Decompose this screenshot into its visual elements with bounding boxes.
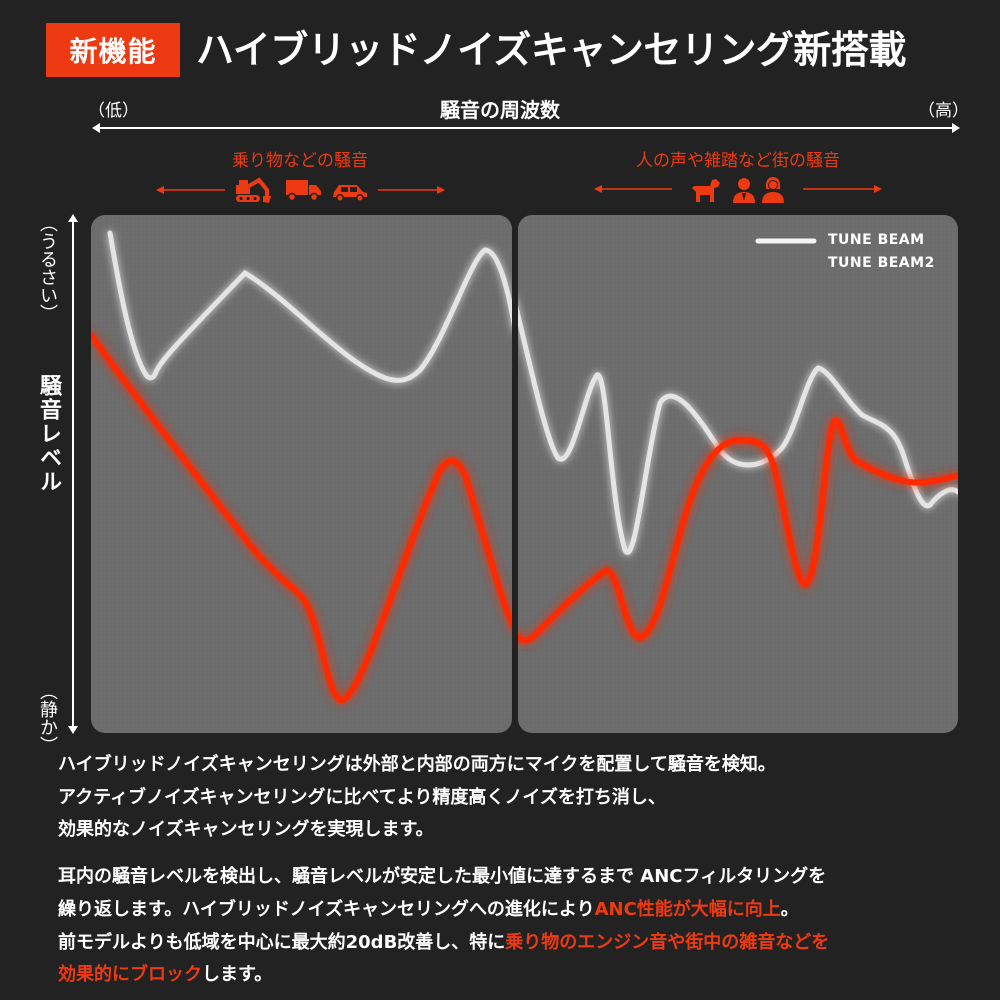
y-axis-bottom-label: （静か）	[37, 682, 58, 754]
description-line-3: 効果的なノイズキャンセリングを実現します。	[58, 819, 434, 840]
x-axis-low-label: （低）	[88, 101, 139, 121]
truck-icon	[286, 180, 321, 202]
highlight-effective-block: 効果的にブロック	[58, 964, 202, 985]
chart-panel-left	[91, 215, 512, 733]
category-vehicle-noise: 乗り物などの騒音	[232, 151, 368, 171]
description-line-6: 前モデルよりも低域を中心に最大約20dB改善し、特に乗り物のエンジン音や街中の雑…	[58, 928, 829, 958]
description-line-7: 効果的にブロックします。	[58, 960, 272, 990]
new-feature-badge: 新機能	[46, 23, 180, 77]
x-axis-high-label: （高）	[918, 101, 969, 121]
description-line-1: ハイブリッドノイズキャンセリングは外部と内部の両方にマイクを配置して騒音を検知。	[58, 754, 776, 775]
excavator-icon	[236, 177, 271, 203]
chart-panel-right	[518, 215, 958, 733]
tune-beam-line-right	[518, 297, 958, 555]
y-axis-label: 騒音レベル	[36, 374, 61, 494]
highlight-anc-performance: ANC性能が大幅に向上	[594, 899, 781, 920]
legend-label-tune-beam: TUNE BEAM	[828, 232, 925, 248]
tune-beam-line-left	[107, 230, 512, 383]
legend-label-tune-beam2: TUNE BEAM2	[828, 255, 935, 271]
description-text: 繰り返します。ハイブリッドノイズキャンセリングへの進化により	[58, 899, 595, 920]
page-title: ハイブリッドノイズキャンセリング新搭載	[196, 28, 906, 72]
x-axis-label: 騒音の周波数	[440, 98, 560, 122]
highlight-engine-noise: 乗り物のエンジン音や街中の雑音などを	[505, 932, 830, 953]
woman-icon	[762, 177, 784, 203]
y-axis-top-label: （うるさい）	[37, 214, 58, 322]
category-city-noise: 人の声や雑踏など街の騒音	[636, 151, 840, 171]
description-line-4: 耳内の騒音レベルを検出し、騒音レベルが安定した最小値に達するまで ANCフィルタ…	[58, 866, 827, 887]
description-text: します。	[202, 964, 273, 985]
man-icon	[733, 178, 755, 203]
noise-chart	[91, 215, 958, 733]
description-text: 。	[780, 899, 799, 920]
description-text: 前モデルよりも低域を中心に最大約20dB改善し、特に	[58, 932, 506, 953]
tune-beam2-line-left	[91, 332, 512, 703]
tune-beam2-line-right	[518, 416, 958, 644]
description-line-2: アクティブノイズキャンセリングに比べてより精度高くノイズを打ち消し、	[58, 787, 666, 808]
description-line-5: 繰り返します。ハイブリッドノイズキャンセリングへの進化によりANC性能が大幅に向…	[58, 895, 799, 925]
car-icon	[333, 185, 367, 202]
dog-icon	[692, 179, 720, 202]
